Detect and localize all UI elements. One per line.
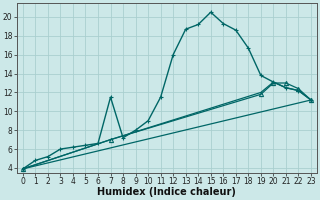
X-axis label: Humidex (Indice chaleur): Humidex (Indice chaleur) xyxy=(98,187,236,197)
